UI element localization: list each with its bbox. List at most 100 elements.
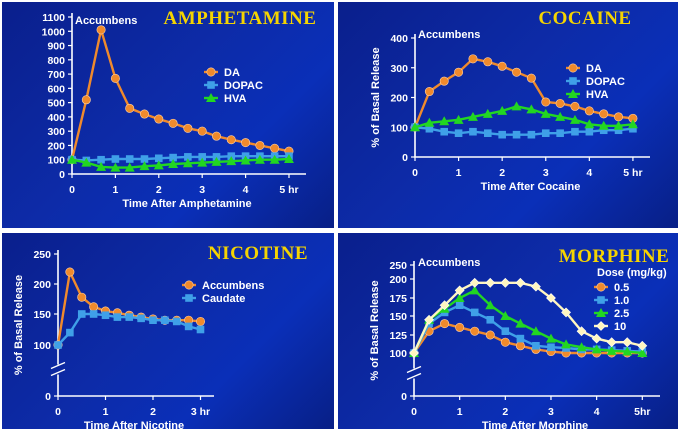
data-point [169,153,177,162]
chart-svg: MORPHINE Accumbens 0 100 125 150 175 200 250 0 1 2 3… [369,246,669,429]
data-point [591,344,602,354]
chart-panel-cocaine: COCAINE Accumbens 0 100 200 300 400 0 1 2 3 4 5 hr Ti… [338,2,678,228]
data-point [512,67,522,77]
legend-label: 0.5 [614,282,629,294]
y-tick-label: 200 [390,93,408,105]
x-tick-label: 4 [586,167,592,179]
series-da [67,25,294,165]
x-axis-label: Time After Morphine [482,420,588,429]
data-point [530,326,541,336]
y-tick-label: 900 [47,41,65,53]
legend-marker [206,67,216,77]
x-tick-label: 2 [502,406,508,418]
data-point [184,153,192,161]
x-tick-label: 3 [548,406,554,418]
data-point [614,126,623,135]
data-point [555,98,565,108]
x-axis-label: Time After Nicotine [84,420,184,429]
data-point [512,130,521,139]
data-point [140,155,149,163]
data-point [197,126,207,136]
y-tick-label: 1000 [42,26,66,38]
data-point [485,330,495,340]
data-point [81,95,91,105]
series-line [412,288,643,355]
series-line [71,157,290,169]
data-point [606,337,617,348]
data-point [500,277,511,288]
data-point [65,267,75,277]
y-tick-label: 200 [47,140,65,152]
series-line [413,322,643,355]
data-point [154,154,163,163]
y-tick-label: 600 [47,83,65,95]
legend-label: HVA [586,89,608,101]
data-point [125,313,134,321]
data-point [584,119,595,129]
x-tick-label: 0 [55,406,61,418]
data-point [500,337,510,347]
axes [414,34,650,158]
chart-title: COCAINE [538,8,631,29]
data-point [454,285,465,296]
series-line [412,281,643,354]
x-tick-label: 2 [156,184,162,196]
data-point [500,311,511,320]
chart-svg: AMPHETAMINE Accumbens 0 100 200 300 400 500 600 7… [42,8,316,210]
data-point [468,54,478,64]
chart-panel-nicotine: NICOTINE 0 100 150 200 250 0 1 2 3 hr Time After N… [2,233,334,429]
data-point [283,154,294,164]
data-point [439,116,450,126]
x-tick-label: 4 [243,184,249,196]
x-tick-label: 5hr [634,406,650,418]
data-point [486,316,495,324]
x-tick-label: 1 [112,184,118,196]
x-tick-label: 2 [150,406,156,418]
data-point [197,157,208,167]
data-point [168,118,178,128]
data-point [455,322,465,332]
legend-label: Accumbens [202,280,264,292]
data-point [455,301,464,309]
data-point [97,155,105,164]
data-point [96,161,107,171]
legend-label: HVA [224,93,246,105]
y-tick-label: 200 [389,274,407,286]
data-point [469,277,480,288]
legend-marker [569,77,577,85]
chart-title: NICOTINE [208,243,308,264]
data-point [139,109,149,119]
data-point [561,307,571,318]
series-10 [409,277,648,358]
data-point [77,292,87,302]
data-point [424,117,435,127]
x-tick-label: 0 [411,406,417,418]
data-point [591,333,602,344]
x-tick-label: 0 [69,184,75,196]
x-tick-label: 4 [594,406,600,418]
y-tick-label: 0 [402,152,408,164]
chart-subtitle: Accumbens [418,29,480,41]
data-point [547,343,555,352]
y-tick-label: 150 [389,311,407,323]
legend-marker [184,280,194,290]
data-point [501,327,510,335]
data-point [511,101,522,111]
data-point [439,76,449,86]
y-tick-label: 0 [45,391,51,403]
legend-marker [568,89,578,98]
legend-marker [597,296,605,304]
y-tick-label: 300 [47,126,65,138]
y-tick-label: 1100 [42,12,65,24]
y-tick-label: 500 [47,98,65,110]
series-line [56,267,201,346]
legend-label: 10 [614,321,626,333]
x-tick-label: 3 [543,167,549,179]
legend-label: DA [586,63,602,75]
y-tick-label: 800 [47,55,65,67]
data-point [637,348,648,357]
chart-subtitle: Accumbens [75,15,137,27]
y-tick-label: 100 [389,348,407,360]
legend-label: 1.0 [614,295,629,307]
